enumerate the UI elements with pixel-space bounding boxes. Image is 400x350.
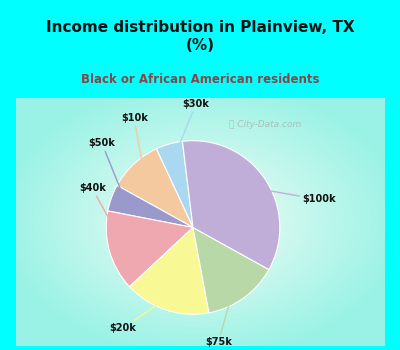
Wedge shape: [117, 149, 193, 228]
Text: Black or African American residents: Black or African American residents: [81, 73, 319, 86]
Text: $100k: $100k: [252, 188, 336, 204]
Wedge shape: [156, 141, 193, 228]
Text: ⓘ City-Data.com: ⓘ City-Data.com: [228, 120, 301, 129]
Wedge shape: [108, 186, 193, 228]
Text: $75k: $75k: [205, 285, 235, 347]
Text: $10k: $10k: [121, 113, 148, 175]
Text: Income distribution in Plainview, TX
(%): Income distribution in Plainview, TX (%): [46, 20, 354, 53]
Text: $50k: $50k: [88, 139, 126, 203]
Wedge shape: [193, 228, 269, 313]
Text: $30k: $30k: [173, 99, 209, 159]
Text: $40k: $40k: [79, 183, 124, 247]
Text: $20k: $20k: [110, 295, 171, 333]
Wedge shape: [130, 228, 209, 314]
Wedge shape: [182, 141, 280, 270]
Wedge shape: [106, 211, 193, 287]
